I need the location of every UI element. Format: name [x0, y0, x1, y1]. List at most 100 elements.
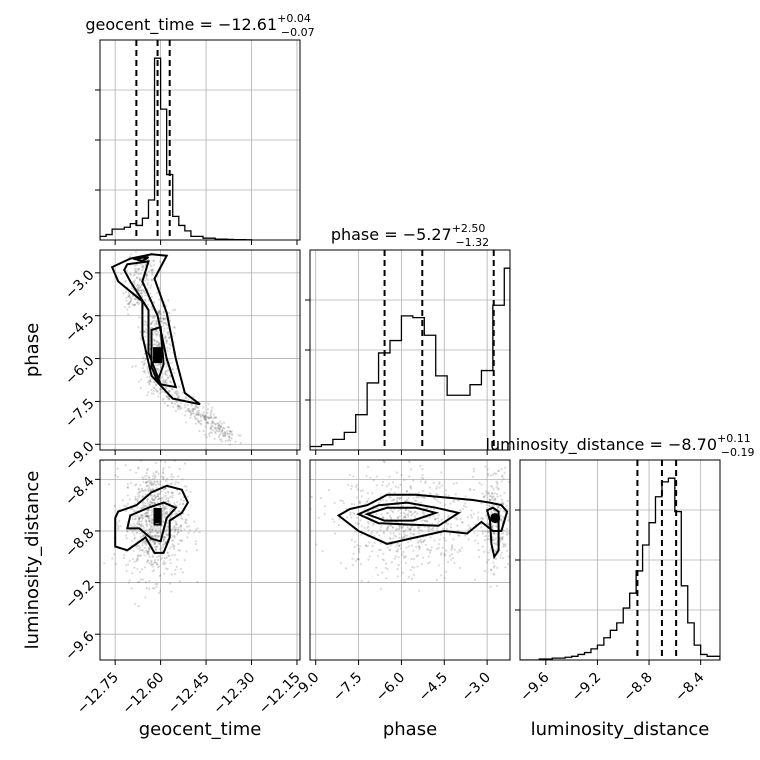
scatter-point [212, 413, 215, 416]
title-plus: +0.04 [277, 12, 311, 25]
title-geocent_time: geocent_time = −12.61+0.04 −0.07 [85, 12, 314, 39]
scatter-point [128, 294, 131, 297]
scatter-point [146, 283, 149, 286]
scatter-point [141, 489, 144, 492]
scatter-point [147, 520, 150, 523]
scatter-point [151, 268, 154, 271]
scatter-point [222, 426, 225, 429]
scatter-point [147, 489, 150, 492]
scatter-point [203, 418, 206, 421]
scatter-point [395, 471, 398, 474]
scatter-point [135, 483, 138, 486]
scatter-point [153, 381, 156, 384]
scatter-point [352, 443, 354, 445]
scatter-point [153, 481, 156, 484]
scatter-point [136, 283, 139, 286]
scatter-point [227, 426, 231, 429]
scatter-point [139, 578, 142, 581]
scatter-point [218, 424, 221, 427]
scatter-point [358, 501, 361, 504]
scatter-point [150, 494, 153, 497]
scatter-point [158, 392, 161, 395]
scatter-point [405, 508, 408, 511]
x-tick-label-luminosity_distance: −8.4 [672, 669, 707, 704]
scatter-point [138, 289, 141, 292]
scatter-point [137, 303, 140, 306]
scatter-point [428, 492, 431, 495]
scatter-point [142, 489, 145, 492]
scatter-point [424, 481, 427, 485]
scatter-point [175, 394, 179, 397]
scatter-point [213, 427, 217, 430]
density-peak-phase-distance [490, 513, 501, 524]
scatter-point [358, 501, 361, 504]
scatter-point [153, 474, 156, 477]
scatter-point [146, 550, 149, 553]
scatter-point [125, 296, 128, 299]
scatter-point [403, 511, 406, 515]
scatter-point [165, 342, 168, 345]
scatter-point [355, 484, 358, 487]
scatter-point [174, 553, 177, 557]
y-tick-label-phase: −9.0 [62, 439, 97, 474]
scatter-point [389, 536, 392, 540]
scatter-point [422, 540, 425, 543]
scatter-point [138, 279, 141, 282]
scatter-point [158, 531, 161, 534]
scatter-point [177, 392, 180, 395]
scatter-point [412, 497, 415, 500]
scatter-point [141, 264, 145, 267]
scatter-point [206, 416, 209, 419]
scatter-point [228, 443, 231, 446]
scatter-point [154, 496, 158, 499]
scatter-point [145, 511, 148, 515]
scatter-point [401, 553, 404, 556]
scatter-point [126, 502, 129, 506]
scatter-point [152, 392, 155, 395]
scatter-point [197, 420, 200, 423]
scatter-point [153, 476, 156, 479]
scatter-point [495, 548, 498, 551]
scatter-point [143, 529, 146, 532]
scatter-point [144, 330, 147, 333]
scatter-point [148, 375, 151, 378]
histogram-panel-phase: phase = −5.27+2.50 −1.32 [305, 222, 511, 455]
scatter-point [438, 486, 441, 489]
scatter-point [131, 572, 134, 575]
scatter-point [176, 390, 179, 393]
scatter-point [144, 549, 148, 552]
scatter-point [436, 527, 439, 530]
scatter-point [194, 407, 197, 410]
scatter-point [144, 502, 147, 505]
scatter-point [158, 363, 161, 366]
scatter-point [139, 484, 142, 487]
scatter-point [472, 467, 475, 470]
scatter-point [416, 554, 420, 557]
scatter-point [434, 517, 437, 520]
scatter-point [177, 395, 180, 398]
scatter-point [490, 569, 493, 572]
scatter-point [438, 482, 441, 485]
scatter-point [158, 542, 162, 546]
scatter-point [147, 515, 150, 518]
scatter-point [204, 418, 207, 421]
scatter-point [144, 477, 147, 481]
scatter-point [169, 374, 172, 378]
scatter-point [210, 431, 213, 434]
scatter-point [220, 422, 223, 425]
x-tick-label-phase: −6.0 [373, 670, 408, 705]
scatter-point [200, 423, 203, 426]
scatter-point [138, 516, 141, 519]
scatter-point [515, 529, 517, 531]
scatter-point [487, 551, 490, 554]
scatter-point [161, 504, 165, 508]
scatter-point [155, 332, 158, 335]
scatter-point [138, 516, 141, 520]
scatter-point [148, 562, 151, 565]
scatter-point [220, 426, 223, 429]
scatter-point [133, 536, 136, 539]
scatter-point [344, 567, 348, 570]
scatter-point [189, 413, 193, 416]
x-tick-label-phase: −7.5 [330, 670, 365, 705]
scatter-point [456, 524, 459, 527]
